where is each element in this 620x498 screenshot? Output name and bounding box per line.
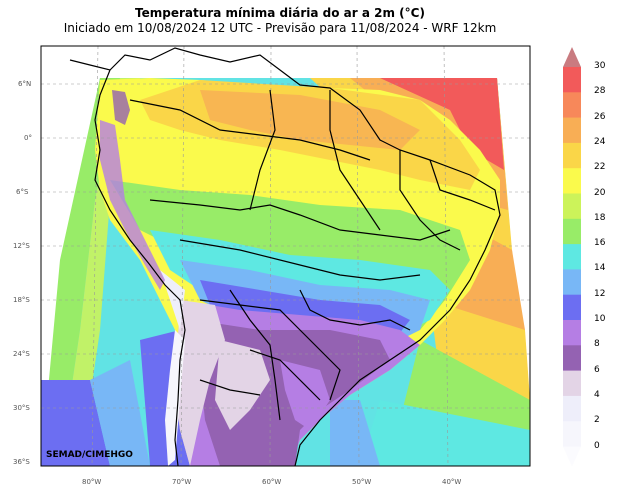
map-frame	[40, 45, 531, 467]
colorbar-segment	[563, 421, 581, 447]
colorbar-segment	[563, 67, 581, 93]
colorbar-segment	[563, 269, 581, 296]
colorbar-tick-label: 12	[594, 288, 606, 299]
colorbar-segment	[563, 193, 581, 220]
lon-label-50w: 50°W	[352, 478, 372, 486]
lat-label-30s: 30°S	[13, 404, 30, 412]
boundaries	[69, 47, 501, 466]
colorbar-segment	[563, 168, 581, 194]
colorbar-tick-label: 30	[594, 61, 606, 71]
lat-label-24s: 24°S	[13, 350, 30, 358]
lat-label-6n: 6°N	[18, 80, 32, 88]
colorbar-segment	[563, 117, 581, 144]
colorbar-segment	[563, 294, 581, 321]
colorbar-tick-label: 18	[594, 212, 606, 223]
colorbar-segment	[563, 142, 581, 169]
lon-label-60w: 60°W	[262, 478, 282, 486]
lon-label-70w: 70°W	[172, 478, 192, 486]
colorbar-segment	[563, 244, 581, 270]
colorbar-bottom-arrow	[563, 446, 581, 467]
colorbar-top-arrow	[563, 47, 581, 67]
lat-label-18s: 18°S	[13, 296, 30, 304]
lon-label-40w: 40°W	[442, 478, 462, 486]
colorbar-tick-label: 10	[594, 314, 606, 324]
colorbar-tick-label: 8	[594, 339, 600, 350]
colorbar-tick-label: 22	[594, 162, 606, 173]
colorbar-segment	[563, 395, 581, 422]
lat-label-36s: 36°S	[13, 458, 30, 466]
colorbar-tick-label: 0	[594, 440, 600, 451]
colorbar-tick-label: 16	[594, 238, 606, 249]
colorbar-tick-label: 6	[594, 364, 600, 375]
lat-label-6s: 6°S	[16, 188, 29, 196]
colorbar-segment	[563, 370, 581, 397]
lon-label-80w: 80°W	[82, 478, 102, 486]
colorbar-tick-label: 26	[594, 111, 606, 122]
colorbar-tick-label: 2	[594, 415, 600, 426]
colorbar-segment	[563, 345, 581, 372]
colorbar-tick-label: 14	[594, 263, 606, 274]
colorbar-tick-label: 24	[594, 136, 606, 147]
map-subtitle: Iniciado em 10/08/2024 12 UTC - Previsão…	[63, 21, 497, 35]
lat-label-0: 0°	[24, 134, 32, 142]
colorbar	[563, 47, 581, 467]
colorbar-tick-label: 28	[594, 86, 606, 97]
colorbar-segment	[563, 320, 581, 346]
colorbar-tick-label: 20	[594, 187, 606, 198]
graticule	[41, 46, 530, 466]
colorbar-tick-label: 4	[594, 389, 600, 400]
colorbar-segment	[563, 92, 581, 119]
colorbar-segment	[563, 218, 581, 245]
lat-label-12s: 12°S	[13, 242, 30, 250]
credit-label: SEMAD/CIMEHGO	[46, 450, 133, 460]
map-title: Temperatura mínima diária do ar a 2m (°C…	[135, 6, 425, 20]
